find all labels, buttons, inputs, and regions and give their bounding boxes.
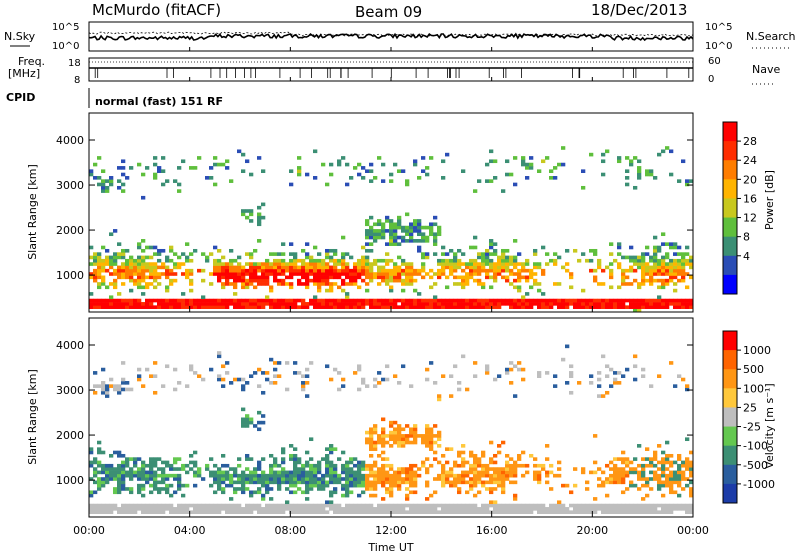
velocity-colorbar-label: Velocity [m s⁻¹] [763,383,776,468]
power-panel: 4000 3000 2000 1000 Slant Range [km] 28 24 20… [26,112,776,313]
power-ylabel: Slant Range [km] [26,164,39,260]
beam-title: Beam 09 [355,3,422,21]
nave-right-tick-bottom: 0 [708,74,714,85]
velocity-y-ticks: 4000 3000 2000 1000 [56,339,693,487]
cpid-row: CPID normal (fast) 151 RF [6,88,223,108]
power-ytick-label: 3000 [56,179,84,192]
x-axis-label: Time UT [367,541,413,554]
velocity-colorbar-band [723,407,737,428]
noise-right-tick-bottom: 10^0 [705,41,732,52]
power-colorbar-band [723,160,737,180]
freq-label-line2: [MHz] [8,67,40,80]
power-colorbar-label: 16 [743,192,757,205]
velocity-panel: 4000 3000 2000 1000 Slant Range [km] 1000 50… [26,317,776,518]
power-colorbar-label: 12 [743,212,757,225]
power-colorbar-label: 4 [743,250,750,263]
date-title: 18/Dec/2013 [591,1,687,19]
power-colorbar-band [723,217,737,238]
x-axis: 00:00 04:00 08:00 12:00 16:00 20:00 00:00 [73,47,709,537]
velocity-colorbar-label: -1000 [743,478,775,491]
power-ytick-label: 1000 [56,269,84,282]
velocity-colorbar-label: 25 [743,401,757,414]
x-tick-label: 00:00 [73,524,105,537]
velocity-colorbar: 1000 500 100 25 -25 -100 -500 -1000 [722,330,775,504]
velocity-ytick-label: 2000 [56,429,84,442]
noise-trace [88,31,694,42]
velocity-colorbar-band [723,483,737,504]
freq-left-tick-top: 18 [68,58,81,69]
power-colorbar-band [723,179,737,199]
velocity-colorbar-label: -100 [743,440,768,453]
velocity-colorbar-band [723,350,737,370]
nave-right-tick-top: 60 [708,56,721,67]
noise-left-tick-top: 10^5 [52,22,79,33]
noise-search-line [88,31,694,37]
velocity-heatmap [89,344,694,514]
power-heatmap [89,146,694,313]
noise-sky-line [88,32,694,42]
power-colorbar-band [723,274,737,295]
power-colorbar-band [723,141,737,161]
noise-panel: N.Sky 10^5 10^0 10^5 10^0 N.Search [4,21,796,52]
freq-left-tick-bottom: 8 [74,75,80,86]
velocity-colorbar-band [723,445,737,466]
x-tick-label: 08:00 [274,524,306,537]
nave-label: Nave [752,63,780,76]
power-colorbar-band [723,236,737,257]
x-tick-label: 12:00 [375,524,407,537]
velocity-colorbar-band [723,369,737,389]
velocity-ytick-label: 1000 [56,474,84,487]
velocity-ylabel: Slant Range [km] [26,369,39,465]
velocity-ytick-label: 4000 [56,339,84,352]
power-colorbar-band [723,255,737,276]
power-colorbar-label: 24 [743,154,757,167]
power-colorbar-band [723,122,737,142]
velocity-colorbar-label: 100 [743,382,764,395]
velocity-ytick-label: 3000 [56,384,84,397]
power-colorbar-frame [722,121,738,295]
power-colorbar-label: 20 [743,173,757,186]
noise-right-label: N.Search [746,30,796,43]
velocity-colorbar-band [723,388,737,408]
velocity-colorbar-label: -25 [743,421,761,434]
power-colorbar-band [723,198,737,219]
noise-right-tick-top: 10^5 [705,22,732,33]
power-colorbar-label: Power [dB] [763,170,776,230]
noise-left-label: N.Sky [4,30,36,43]
x-tick-label: 20:00 [576,524,608,537]
cpid-value: normal (fast) 151 RF [95,95,223,108]
velocity-colorbar-band [723,331,737,351]
cpid-label: CPID [6,91,35,104]
freq-trace [89,61,693,78]
velocity-colorbar-label: -500 [743,459,768,472]
velocity-colorbar-band [723,426,737,447]
power-colorbar-label: 28 [743,135,757,148]
station-title: McMurdo (fitACF) [92,1,221,19]
noise-left-tick-bottom: 10^0 [52,41,79,52]
power-y-ticks: 4000 3000 2000 1000 [56,134,693,282]
power-ytick-label: 2000 [56,224,84,237]
freq-panel: Freq. [MHz] 18 8 60 0 Nave [8,55,780,86]
freq-label-line1: Freq. [18,55,45,68]
x-tick-label: 00:00 [677,524,709,537]
power-ytick-label: 4000 [56,134,84,147]
x-tick-label: 16:00 [476,524,508,537]
velocity-colorbar-label: 1000 [743,344,771,357]
power-colorbar-label: 8 [743,231,750,244]
power-colorbar: 28 24 20 16 12 8 4 [722,121,757,295]
velocity-colorbar-frame [722,330,738,504]
velocity-colorbar-band [723,464,737,485]
x-tick-label: 04:00 [174,524,206,537]
velocity-colorbar-label: 500 [743,363,764,376]
